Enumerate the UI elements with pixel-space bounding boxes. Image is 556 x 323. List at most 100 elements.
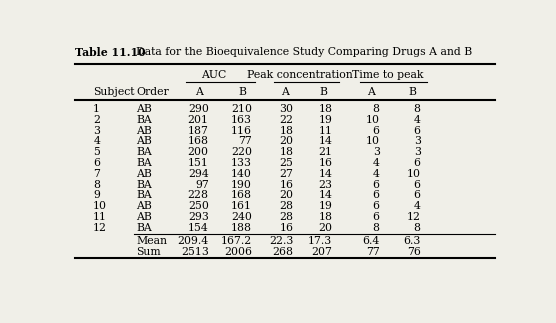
Text: 2006: 2006 bbox=[224, 247, 252, 257]
Text: 18: 18 bbox=[280, 126, 294, 136]
Text: 151: 151 bbox=[188, 158, 208, 168]
Text: 190: 190 bbox=[231, 180, 252, 190]
Text: 76: 76 bbox=[407, 247, 421, 257]
Text: 161: 161 bbox=[231, 201, 252, 211]
Text: 6.4: 6.4 bbox=[363, 236, 380, 246]
Text: 250: 250 bbox=[188, 201, 208, 211]
Text: A: A bbox=[195, 87, 203, 97]
Text: 290: 290 bbox=[188, 104, 208, 114]
Text: 12: 12 bbox=[93, 223, 107, 233]
Text: 240: 240 bbox=[231, 212, 252, 222]
Text: 3: 3 bbox=[414, 136, 421, 146]
Text: 97: 97 bbox=[195, 180, 208, 190]
Text: 6: 6 bbox=[414, 180, 421, 190]
Text: 22: 22 bbox=[280, 115, 294, 125]
Text: 168: 168 bbox=[188, 136, 208, 146]
Text: Order: Order bbox=[136, 87, 169, 97]
Text: 8: 8 bbox=[414, 104, 421, 114]
Text: 6: 6 bbox=[414, 191, 421, 201]
Text: 6: 6 bbox=[414, 126, 421, 136]
Text: 4: 4 bbox=[93, 136, 100, 146]
Text: 3: 3 bbox=[93, 126, 100, 136]
Text: 22.3: 22.3 bbox=[269, 236, 294, 246]
Text: AB: AB bbox=[136, 136, 152, 146]
Text: 16: 16 bbox=[280, 223, 294, 233]
Text: 6.3: 6.3 bbox=[403, 236, 421, 246]
Text: 14: 14 bbox=[319, 136, 332, 146]
Text: 133: 133 bbox=[231, 158, 252, 168]
Text: BA: BA bbox=[136, 223, 152, 233]
Text: 17.3: 17.3 bbox=[308, 236, 332, 246]
Text: 12: 12 bbox=[406, 212, 421, 222]
Text: Table 11.10: Table 11.10 bbox=[75, 47, 145, 58]
Text: BA: BA bbox=[136, 158, 152, 168]
Text: B: B bbox=[238, 87, 246, 97]
Text: 20: 20 bbox=[280, 191, 294, 201]
Text: 207: 207 bbox=[311, 247, 332, 257]
Text: 10: 10 bbox=[406, 169, 421, 179]
Text: 20: 20 bbox=[319, 223, 332, 233]
Text: 11: 11 bbox=[93, 212, 107, 222]
Text: 21: 21 bbox=[319, 147, 332, 157]
Text: 3: 3 bbox=[414, 147, 421, 157]
Text: 10: 10 bbox=[366, 115, 380, 125]
Text: Sum: Sum bbox=[136, 247, 161, 257]
Text: 140: 140 bbox=[231, 169, 252, 179]
Text: 19: 19 bbox=[319, 115, 332, 125]
Text: 6: 6 bbox=[373, 180, 380, 190]
Text: 8: 8 bbox=[373, 223, 380, 233]
Text: 18: 18 bbox=[319, 104, 332, 114]
Text: 8: 8 bbox=[414, 223, 421, 233]
Text: 4: 4 bbox=[414, 201, 421, 211]
Text: 25: 25 bbox=[280, 158, 294, 168]
Text: 6: 6 bbox=[373, 212, 380, 222]
Text: Data for the Bioequivalence Study Comparing Drugs A and B: Data for the Bioequivalence Study Compar… bbox=[136, 47, 473, 57]
Text: 14: 14 bbox=[319, 169, 332, 179]
Text: 28: 28 bbox=[280, 201, 294, 211]
Text: 6: 6 bbox=[414, 158, 421, 168]
Text: 77: 77 bbox=[366, 247, 380, 257]
Text: 18: 18 bbox=[319, 212, 332, 222]
Text: 188: 188 bbox=[231, 223, 252, 233]
Text: 10: 10 bbox=[93, 201, 107, 211]
Text: 11: 11 bbox=[319, 126, 332, 136]
Text: B: B bbox=[320, 87, 327, 97]
Text: 8: 8 bbox=[373, 104, 380, 114]
Text: AB: AB bbox=[136, 201, 152, 211]
Text: AB: AB bbox=[136, 126, 152, 136]
Text: AB: AB bbox=[136, 212, 152, 222]
Text: 19: 19 bbox=[319, 201, 332, 211]
Text: 168: 168 bbox=[231, 191, 252, 201]
Text: 4: 4 bbox=[414, 115, 421, 125]
Text: A: A bbox=[367, 87, 375, 97]
Text: 7: 7 bbox=[93, 169, 100, 179]
Text: 116: 116 bbox=[231, 126, 252, 136]
Text: Mean: Mean bbox=[136, 236, 167, 246]
Text: 228: 228 bbox=[188, 191, 208, 201]
Text: 4: 4 bbox=[373, 158, 380, 168]
Text: 27: 27 bbox=[280, 169, 294, 179]
Text: 3: 3 bbox=[373, 147, 380, 157]
Text: 8: 8 bbox=[93, 180, 100, 190]
Text: 30: 30 bbox=[280, 104, 294, 114]
Text: 16: 16 bbox=[280, 180, 294, 190]
Text: Peak concentration: Peak concentration bbox=[247, 70, 353, 80]
Text: 209.4: 209.4 bbox=[177, 236, 208, 246]
Text: 167.2: 167.2 bbox=[221, 236, 252, 246]
Text: 294: 294 bbox=[188, 169, 208, 179]
Text: AB: AB bbox=[136, 169, 152, 179]
Text: 20: 20 bbox=[280, 136, 294, 146]
Text: 6: 6 bbox=[373, 201, 380, 211]
Text: 6: 6 bbox=[373, 191, 380, 201]
Text: BA: BA bbox=[136, 147, 152, 157]
Text: 5: 5 bbox=[93, 147, 100, 157]
Text: 23: 23 bbox=[319, 180, 332, 190]
Text: 2: 2 bbox=[93, 115, 100, 125]
Text: 14: 14 bbox=[319, 191, 332, 201]
Text: 1: 1 bbox=[93, 104, 100, 114]
Text: 154: 154 bbox=[188, 223, 208, 233]
Text: 6: 6 bbox=[93, 158, 100, 168]
Text: Time to peak: Time to peak bbox=[351, 70, 423, 80]
Text: AB: AB bbox=[136, 104, 152, 114]
Text: 163: 163 bbox=[231, 115, 252, 125]
